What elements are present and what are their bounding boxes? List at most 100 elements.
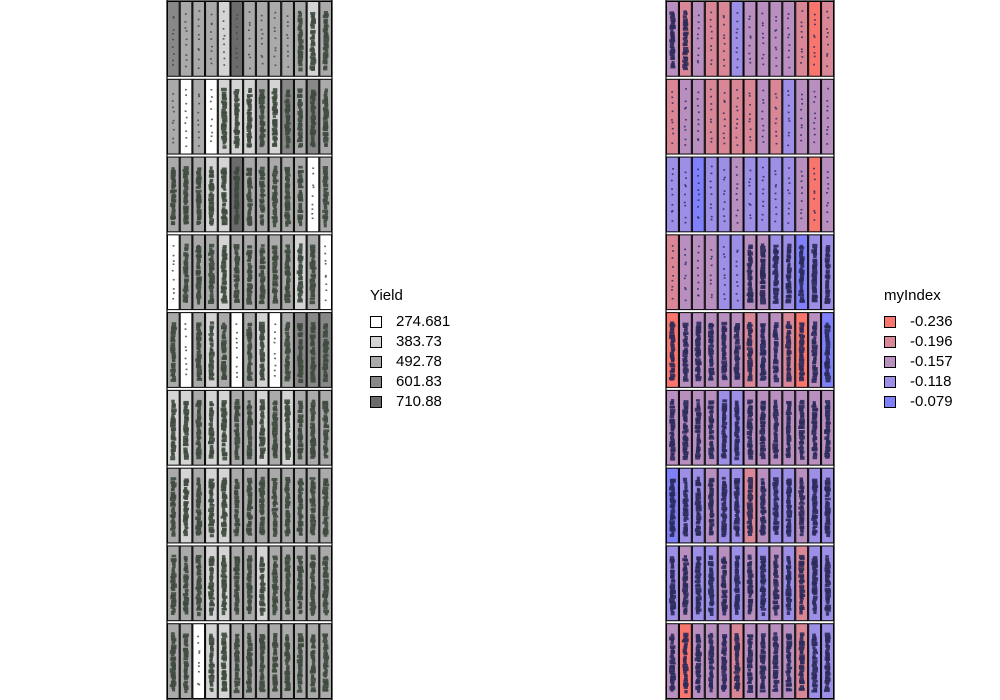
- plot-canopy: [709, 249, 713, 299]
- legend-item: 492.78: [370, 352, 450, 372]
- legend-swatch: [884, 316, 896, 328]
- plot-canopy: [709, 11, 713, 65]
- plot-canopy: [683, 88, 687, 146]
- plot-canopy: [696, 14, 700, 64]
- plot-canopy: [746, 634, 754, 693]
- plot-canopy: [774, 170, 778, 223]
- plot-canopy: [296, 88, 304, 148]
- plot-canopy: [669, 11, 676, 69]
- plot-canopy: [707, 632, 715, 693]
- plot-canopy: [208, 478, 215, 538]
- plot-canopy: [671, 245, 675, 300]
- plot-canopy: [195, 244, 202, 305]
- plot-canopy: [694, 633, 702, 693]
- plot-cell: [192, 623, 206, 700]
- plot-canopy: [197, 635, 201, 686]
- plot-canopy: [720, 476, 728, 538]
- yield-legend: Yield 274.681 383.73 492.78 601.83 710.88: [370, 287, 450, 412]
- plot-canopy: [322, 478, 330, 537]
- plot-canopy: [735, 89, 739, 146]
- panel-border: [665, 0, 835, 700]
- plot-canopy: [682, 10, 689, 71]
- plot-cell: [808, 78, 822, 155]
- plot-canopy: [169, 477, 177, 537]
- legend-label: -0.079: [910, 393, 953, 410]
- plot-canopy: [800, 10, 804, 64]
- plot-canopy: [748, 169, 752, 219]
- plot-canopy: [222, 10, 226, 66]
- plot-canopy: [245, 632, 253, 693]
- plot-canopy: [297, 10, 304, 72]
- legend-item: 383.73: [370, 332, 450, 352]
- plot-cell: [192, 78, 206, 155]
- plot-cell: [821, 78, 834, 155]
- plot-canopy: [233, 244, 241, 303]
- legend-swatch: [884, 396, 896, 408]
- plot-canopy: [195, 167, 202, 226]
- legend-item: -0.079: [884, 392, 953, 412]
- plot-canopy: [772, 477, 780, 535]
- plot-canopy: [746, 322, 754, 382]
- plot-canopy: [682, 400, 689, 461]
- plot-canopy: [310, 89, 317, 148]
- legend-label: -0.236: [910, 313, 953, 330]
- plot-canopy: [707, 322, 715, 381]
- plot-canopy: [772, 244, 780, 304]
- plot-canopy: [785, 400, 792, 459]
- plot-canopy: [322, 400, 330, 459]
- plot-canopy: [182, 166, 189, 225]
- plot-canopy: [208, 633, 215, 693]
- plot-canopy: [195, 399, 202, 460]
- plot-canopy: [682, 555, 690, 615]
- plot-canopy: [233, 556, 241, 615]
- plot-canopy: [296, 555, 304, 615]
- plot-canopy: [824, 632, 831, 693]
- plot-canopy: [669, 398, 676, 461]
- legend-label: -0.118: [910, 373, 952, 390]
- plot-canopy: [258, 321, 266, 381]
- plot-canopy: [774, 93, 778, 145]
- plot-canopy: [787, 167, 791, 224]
- plot-canopy: [258, 166, 266, 226]
- plot-canopy: [798, 632, 805, 691]
- plot-canopy: [800, 93, 804, 142]
- plot-canopy: [195, 322, 203, 381]
- plot-canopy: [707, 477, 715, 536]
- plot-canopy: [748, 15, 752, 64]
- plot-canopy: [759, 400, 766, 460]
- plot-canopy: [182, 478, 190, 537]
- plot-canopy: [273, 11, 277, 67]
- plot-canopy: [720, 399, 728, 459]
- plot-canopy: [696, 91, 700, 141]
- plot-canopy: [826, 171, 830, 223]
- plot-canopy: [309, 634, 317, 693]
- plot-canopy: [746, 399, 754, 460]
- legend-swatch: [370, 316, 382, 328]
- plot-canopy: [286, 15, 290, 68]
- legend-label: 383.73: [396, 333, 442, 350]
- plot-canopy: [309, 477, 317, 536]
- plot-cell: [795, 78, 809, 155]
- plot-cell: [782, 1, 796, 77]
- plot-canopy: [324, 245, 328, 302]
- plot-canopy: [311, 167, 315, 220]
- plot-canopy: [271, 245, 279, 304]
- myindex-field-map: [665, 0, 835, 700]
- plot-cell: [179, 78, 193, 155]
- plot-canopy: [309, 244, 317, 305]
- plot-cell: [821, 1, 834, 77]
- plot-canopy: [271, 477, 279, 537]
- plot-canopy: [220, 245, 228, 304]
- plot-canopy: [798, 322, 806, 382]
- plot-canopy: [785, 478, 793, 537]
- plot-canopy: [824, 245, 831, 305]
- plot-cell: [205, 78, 218, 155]
- plot-canopy: [682, 322, 689, 382]
- plot-canopy: [761, 166, 765, 221]
- plot-canopy: [220, 400, 228, 461]
- plot-canopy: [694, 399, 702, 460]
- plot-canopy: [233, 166, 240, 225]
- plot-canopy: [824, 555, 832, 616]
- legend-swatch: [884, 336, 896, 348]
- plot-canopy: [733, 323, 741, 380]
